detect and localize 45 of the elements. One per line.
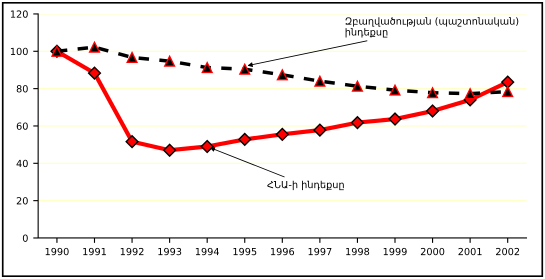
x-tick-label: 1990 (46, 248, 69, 256)
point (313, 123, 326, 137)
point (501, 76, 514, 89)
annotation: ՀՆԱ-ի ինդեքսը (267, 180, 344, 190)
point (314, 76, 326, 87)
x-tick-label: 1992 (120, 248, 144, 256)
point (163, 144, 176, 157)
y-tick-label: 80 (16, 85, 28, 92)
point (276, 128, 289, 141)
point (350, 116, 364, 130)
point (427, 87, 438, 98)
y-tick-label: 100 (10, 48, 28, 56)
point (276, 69, 288, 80)
x-tick-label: 1991 (83, 248, 106, 256)
point (239, 64, 250, 75)
x-tick-label: 1995 (233, 248, 256, 256)
point (126, 52, 138, 64)
point (88, 66, 102, 80)
point (464, 88, 476, 100)
x-tick-label: 1993 (158, 248, 182, 256)
y-tick-label: 120 (10, 10, 28, 18)
annotation: Զբաղվածության (պաշտոնական) ինդեքսը (346, 17, 518, 38)
point (88, 42, 100, 53)
y-tick-label: 40 (16, 160, 28, 168)
x-tick-label: 1996 (271, 248, 294, 256)
x-tick-label: 2001 (458, 248, 482, 256)
y-tick-label: 0 (22, 234, 28, 242)
point (125, 135, 139, 148)
y-tick-label: 60 (16, 122, 28, 130)
point (389, 84, 401, 96)
x-tick-label: 1998 (346, 248, 370, 256)
x-tick-label: 2002 (496, 248, 520, 256)
x-tick-label: 1999 (384, 248, 407, 256)
point (200, 140, 214, 154)
point (202, 62, 213, 74)
point (164, 56, 176, 67)
point (426, 104, 440, 118)
x-tick-label: 1997 (308, 248, 332, 256)
point (502, 86, 514, 98)
point (352, 80, 363, 92)
point (238, 132, 252, 146)
x-tick-label: 1994 (196, 248, 220, 256)
y-tick-label: 20 (16, 197, 28, 204)
x-tick-label: 2000 (420, 248, 444, 256)
point (388, 112, 402, 126)
